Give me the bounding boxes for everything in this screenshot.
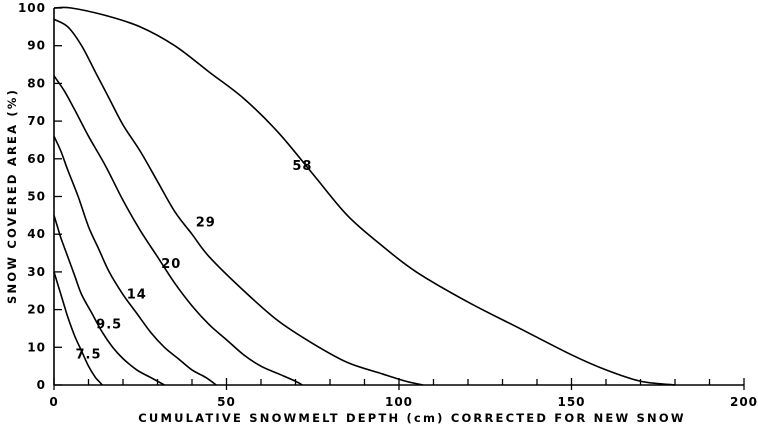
y-tick-label: 90 xyxy=(27,39,46,53)
x-tick-label: 50 xyxy=(217,395,236,409)
y-tick-label: 60 xyxy=(27,152,46,166)
curve-label: 14 xyxy=(127,287,147,302)
y-tick-label: 0 xyxy=(37,378,46,392)
curve-14 xyxy=(53,135,217,386)
x-tick-label: 0 xyxy=(49,395,58,409)
x-tick-label: 100 xyxy=(385,395,413,409)
x-minor-ticks xyxy=(87,379,711,385)
curve-label: 20 xyxy=(161,257,181,272)
y-tick-label: 40 xyxy=(27,227,46,241)
curve-label: 58 xyxy=(292,159,312,174)
curve-20 xyxy=(53,75,303,386)
y-ticks xyxy=(54,7,62,386)
y-tick-label: 20 xyxy=(27,303,46,317)
x-tick-label: 200 xyxy=(730,395,758,409)
curve-labels: 58 29 20 14 9.5 7.5 xyxy=(75,159,312,363)
y-tick-label: 50 xyxy=(27,190,46,204)
curve-7-5 xyxy=(53,271,103,386)
y-tick-label: 10 xyxy=(27,340,46,354)
curve-9-5 xyxy=(53,215,165,386)
y-axis-title: SNOW COVERED AREA (%) xyxy=(5,88,19,304)
axes: 0 50 100 150 200 0 10 20 30 40 50 60 70 80 90 100 xyxy=(18,1,758,409)
x-tick-label: 150 xyxy=(557,395,585,409)
curve-label: 7.5 xyxy=(75,348,101,363)
y-tick-labels: 0 10 20 30 40 50 60 70 80 90 100 xyxy=(18,1,46,392)
x-tick-labels: 0 50 100 150 200 xyxy=(49,395,758,409)
y-tick-label: 30 xyxy=(27,265,46,279)
curve-label: 29 xyxy=(196,216,216,231)
y-tick-label: 100 xyxy=(18,1,46,15)
y-tick-label: 70 xyxy=(27,114,46,128)
curve-58 xyxy=(53,6,676,386)
x-axis-title: CUMULATIVE SNOWMELT DEPTH (cm) CORRECTED… xyxy=(138,411,685,425)
y-tick-label: 80 xyxy=(27,76,46,90)
curve-29 xyxy=(53,18,424,386)
curves xyxy=(53,6,676,386)
curve-label: 9.5 xyxy=(96,317,122,332)
